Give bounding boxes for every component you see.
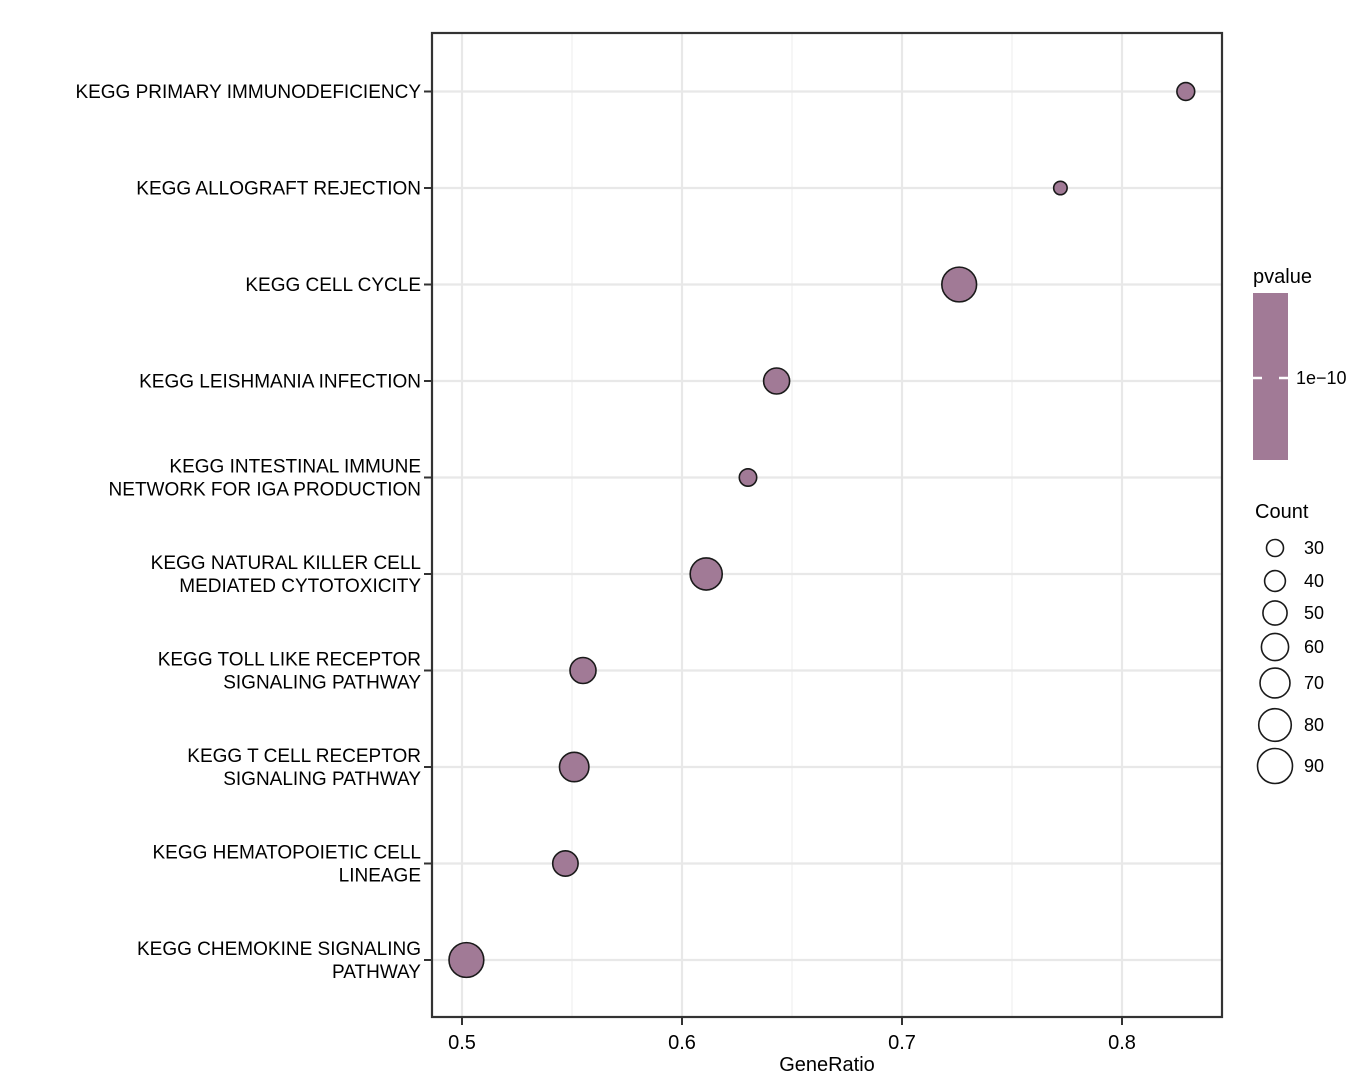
y-axis-label: KEGG HEMATOPOIETIC CELL LINEAGE (152, 843, 421, 887)
x-axis-title: GeneRatio (779, 1054, 875, 1076)
x-tick-label: 0.5 (448, 1032, 476, 1054)
data-point (738, 467, 758, 488)
panel-border (430, 31, 1224, 1019)
y-axis-label: KEGG CHEMOKINE SIGNALING PATHWAY (137, 939, 421, 983)
data-point (941, 266, 978, 303)
count-legend-label: 50 (1304, 603, 1324, 623)
count-legend-key (1259, 667, 1291, 699)
count-legend-label: 40 (1304, 571, 1324, 591)
count-legend-label: 30 (1304, 538, 1324, 558)
y-axis-label: KEGG PRIMARY IMMUNODEFICIENCY (75, 82, 421, 103)
panel-background (432, 33, 1222, 1017)
data-point (689, 557, 724, 591)
data-point (551, 850, 579, 877)
data-point (448, 941, 485, 979)
y-axis-label: KEGG T CELL RECEPTOR SIGNALING PATHWAY (187, 746, 421, 790)
count-legend-key (1260, 632, 1290, 662)
count-legend-key (1265, 538, 1285, 558)
count-legend-key (1256, 747, 1294, 785)
y-axis-label: KEGG ALLOGRAFT REJECTION (136, 179, 421, 200)
x-tick-label: 0.8 (1108, 1032, 1136, 1054)
y-axis-label: KEGG LEISHMANIA INFECTION (139, 372, 421, 393)
y-axis-label: KEGG TOLL LIKE RECEPTOR SIGNALING PATHWAY (158, 650, 422, 694)
data-point (569, 656, 597, 685)
data-point (1176, 81, 1196, 102)
data-point (762, 367, 791, 395)
count-legend-key (1262, 600, 1288, 626)
data-point (558, 751, 590, 783)
count-legend-key (1263, 569, 1287, 593)
count-legend-key (1257, 707, 1293, 743)
x-tick-label: 0.6 (668, 1032, 696, 1054)
x-tick-label: 0.7 (888, 1032, 916, 1054)
count-legend-label: 90 (1304, 756, 1324, 776)
y-axis-label: KEGG CELL CYCLE (245, 275, 421, 296)
y-axis-label: KEGG NATURAL KILLER CELL MEDIATED CYTOTOX… (151, 553, 422, 597)
count-legend-label: 80 (1304, 715, 1324, 735)
count-legend-label: 70 (1304, 673, 1324, 693)
pvalue-colorbar (1253, 293, 1288, 460)
data-point (1052, 180, 1068, 196)
pvalue-tick-label: 1e−10 (1296, 368, 1347, 388)
count-legend-label: 60 (1304, 637, 1324, 657)
pvalue-legend-title: pvalue (1253, 266, 1312, 288)
count-legend-title: Count (1255, 501, 1309, 523)
y-axis-label: KEGG INTESTINAL IMMUNE NETWORK FOR IGA PR… (109, 457, 421, 501)
